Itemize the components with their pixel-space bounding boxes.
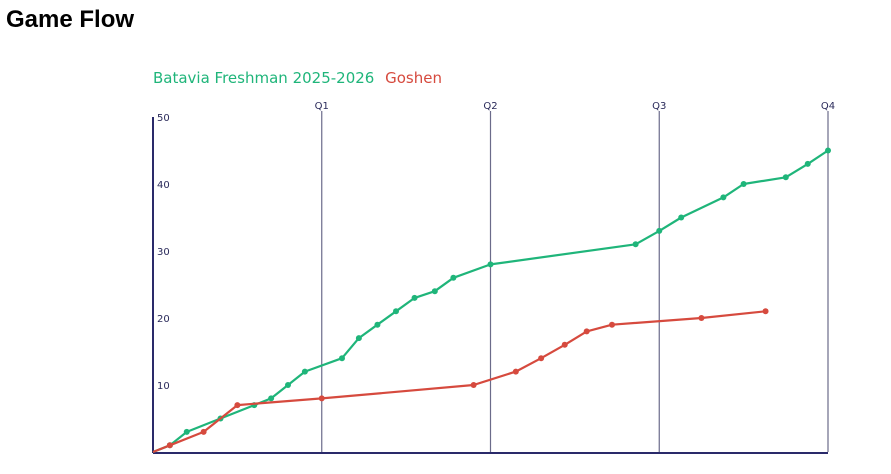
data-point-batavia-19 (720, 194, 727, 201)
quarter-label-q3: Q3 (652, 101, 666, 112)
quarter-label-q4: Q4 (821, 101, 835, 112)
data-point-batavia-15 (487, 261, 494, 268)
data-point-batavia-8 (339, 355, 345, 362)
data-point-batavia-7 (301, 368, 308, 375)
data-point-batavia-10 (374, 321, 381, 328)
data-point-goshen-1 (166, 442, 173, 449)
series-line-batavia (152, 149, 829, 454)
data-point-batavia-2 (183, 428, 190, 435)
data-point-batavia-5 (268, 395, 275, 402)
data-point-goshen-8 (561, 341, 568, 348)
data-point-batavia-23 (825, 147, 831, 154)
data-point-goshen-3 (234, 402, 241, 409)
data-point-goshen-2 (200, 428, 207, 435)
data-point-goshen-12 (762, 308, 769, 315)
data-point-batavia-22 (804, 160, 811, 167)
data-point-batavia-21 (782, 174, 789, 181)
data-point-batavia-12 (411, 294, 418, 301)
data-point-batavia-9 (355, 335, 362, 342)
y-tick-label-10: 10 (157, 381, 170, 392)
data-point-goshen-11 (698, 315, 705, 321)
data-point-goshen-6 (512, 368, 519, 375)
data-point-batavia-16 (632, 241, 639, 248)
legend-entry-goshen: Goshen (385, 69, 442, 87)
data-point-batavia-6 (285, 382, 291, 388)
data-point-goshen-5 (470, 382, 477, 388)
data-point-goshen-7 (538, 355, 545, 362)
data-point-batavia-18 (678, 214, 685, 221)
series-line-goshen (152, 310, 766, 454)
legend-entry-batavia: Batavia Freshman 2025-2026 (153, 69, 375, 87)
y-tick-label-50: 50 (157, 113, 170, 124)
data-point-batavia-14 (450, 274, 457, 281)
y-tick-label-20: 20 (157, 314, 170, 325)
data-point-goshen-10 (609, 321, 615, 328)
data-point-batavia-20 (740, 181, 747, 187)
data-point-goshen-4 (318, 395, 325, 402)
data-point-goshen-9 (583, 328, 590, 335)
y-tick-label-40: 40 (157, 180, 170, 191)
data-point-batavia-17 (656, 227, 663, 234)
chart-legend: Batavia Freshman 2025-2026 Goshen (153, 69, 448, 87)
quarter-label-q1: Q1 (315, 101, 329, 112)
data-point-batavia-11 (393, 308, 399, 315)
data-point-batavia-13 (431, 288, 438, 295)
quarter-label-q2: Q2 (483, 101, 497, 112)
y-tick-label-30: 30 (157, 247, 170, 258)
page-title: Game Flow (6, 6, 135, 33)
